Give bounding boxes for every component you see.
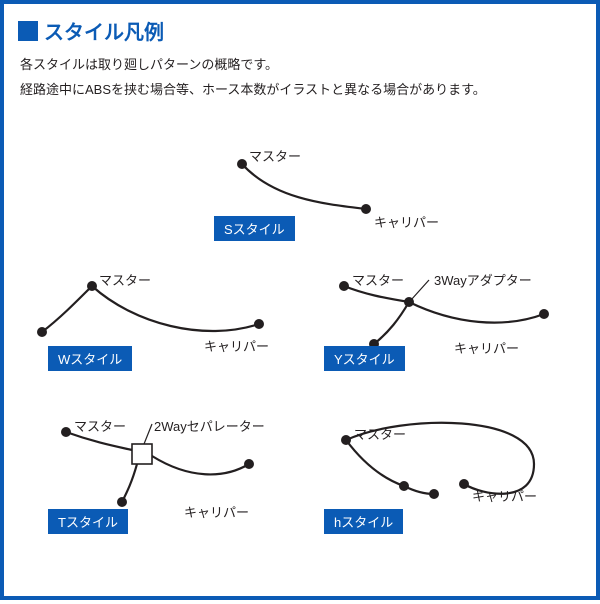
- description-line-1: 各スタイルは取り廻しパターンの概略です。: [4, 51, 596, 76]
- diagram-label-caliper: キャリパー: [374, 212, 439, 231]
- header: スタイル凡例: [4, 4, 596, 51]
- diagram-label-adapter3way: 3Wayアダプター: [434, 270, 532, 289]
- description-line-2: 経路途中にABSを挟む場合等、ホース本数がイラストと異なる場合があります。: [4, 76, 596, 101]
- header-square-icon: [18, 21, 38, 41]
- style-badge-s: Sスタイル: [214, 216, 295, 241]
- style-badge-t: Tスタイル: [48, 509, 128, 534]
- diagram-label-master: マスター: [354, 424, 406, 443]
- diagram-label-caliper: キャリパー: [204, 336, 269, 355]
- style-badge-h: hスタイル: [324, 509, 403, 534]
- page-title: スタイル凡例: [44, 16, 164, 45]
- diagram-label-master: マスター: [249, 146, 301, 165]
- diagram-label-master: マスター: [99, 270, 151, 289]
- diagram-label-master: マスター: [352, 270, 404, 289]
- diagram-label-caliper: キャリパー: [184, 502, 249, 521]
- diagram-label-caliper: キャリパー: [454, 338, 519, 357]
- style-badge-y: Yスタイル: [324, 346, 405, 371]
- diagram-label-caliper: キャリパー: [472, 486, 537, 505]
- diagram-label-separator2way: 2Wayセパレーター: [154, 416, 265, 435]
- diagram-label-master: マスター: [74, 416, 126, 435]
- style-badge-w: Wスタイル: [48, 346, 132, 371]
